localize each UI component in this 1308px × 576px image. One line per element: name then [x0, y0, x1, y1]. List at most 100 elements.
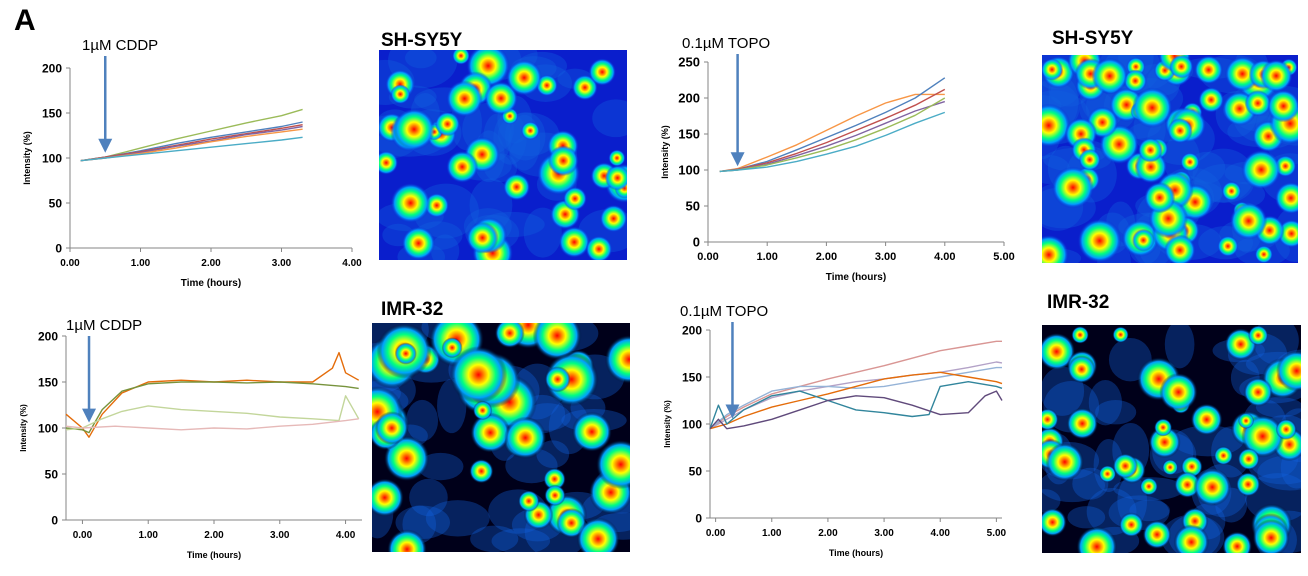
cell-blob — [1174, 471, 1201, 498]
cell-blob — [1042, 508, 1067, 537]
cell-haze — [491, 528, 551, 552]
y-tick-label: 50 — [689, 464, 703, 478]
cell-blob — [596, 439, 630, 490]
cell-blob — [472, 400, 493, 421]
series-line-3 — [709, 366, 1002, 430]
x-tick-label: 2.00 — [818, 528, 838, 539]
y-tick-label: 0 — [693, 235, 700, 250]
cell-blob — [372, 478, 404, 517]
axes: 0 50 100 150 200 0.00 1.00 2.00 3.00 4.00 5.00 — [682, 323, 1007, 539]
cell-blob — [1235, 472, 1261, 497]
cell-blob — [604, 335, 630, 384]
cell-blob — [1190, 403, 1223, 436]
cell-haze — [592, 99, 627, 138]
x-tick-label: 1.00 — [762, 528, 782, 539]
series-line-1 — [80, 108, 303, 162]
annotation-arrow-head — [725, 404, 740, 419]
cell-blob — [521, 121, 540, 140]
cell-blob — [1267, 89, 1298, 123]
cell-blob — [1042, 103, 1071, 148]
series-line-2 — [65, 381, 359, 434]
cell-blob — [1224, 56, 1260, 92]
x-tick-label: 0.00 — [60, 258, 80, 269]
series-line-1 — [719, 93, 945, 173]
cell-haze — [409, 478, 448, 517]
cell-blob — [1248, 325, 1269, 346]
axes: 0 50 100 150 200 250 0.00 1.00 2.00 3.00 4.00 5.00 — [678, 55, 1014, 263]
cell-blob — [1254, 245, 1273, 263]
cell-blob — [1244, 90, 1272, 117]
cell-blob — [1173, 524, 1210, 553]
y-tick-label: 50 — [49, 196, 63, 210]
series-line-3 — [65, 395, 360, 431]
heatmap-image-shsy5y-2 — [1042, 55, 1298, 263]
x-axis-label: Time (hours) — [181, 278, 241, 289]
annotation-label: 0.1µM TOPO — [680, 303, 768, 320]
y-tick-label: 200 — [38, 329, 58, 343]
cell-blob — [599, 204, 627, 233]
chart-topo-imr32: 0 50 100 150 200 0.00 1.00 2.00 3.00 4.00 5.00 Time… — [663, 303, 1007, 558]
y-tick-label: 150 — [38, 375, 58, 389]
series-line-4 — [65, 418, 359, 431]
y-axis-label: Intensity (%) — [22, 131, 32, 185]
cell-blob — [547, 145, 579, 177]
x-tick-label: 4.00 — [930, 528, 950, 539]
annotation-arrow-head — [730, 152, 745, 167]
cell-blob — [1139, 477, 1158, 496]
x-tick-label: 2.00 — [816, 251, 837, 263]
y-tick-label: 0 — [695, 511, 702, 525]
cell-blob — [1051, 166, 1095, 209]
y-tick-label: 200 — [682, 323, 702, 337]
y-axis-label: Intensity (%) — [663, 400, 672, 448]
x-tick-label: 3.00 — [875, 251, 896, 263]
annotation-arrow-head — [82, 408, 97, 423]
cell-haze — [1164, 325, 1195, 369]
cell-blob — [1154, 418, 1173, 437]
cell-blob — [571, 411, 612, 452]
cell-haze — [430, 234, 460, 260]
cell-blob — [1276, 350, 1301, 392]
cell-blob — [1067, 355, 1096, 384]
cell-haze — [1067, 506, 1106, 529]
cell-blob — [1144, 182, 1176, 214]
cell-blob — [544, 352, 599, 407]
x-tick-label: 0.00 — [697, 251, 718, 263]
x-tick-label: 4.00 — [336, 530, 356, 541]
cell-blob — [379, 150, 399, 175]
cell-blob — [374, 411, 409, 445]
cell-haze — [1088, 380, 1122, 426]
cell-blob — [506, 59, 543, 96]
series-line-3 — [719, 88, 946, 173]
x-tick-label: 5.00 — [993, 251, 1014, 263]
y-tick-label: 0 — [51, 513, 58, 527]
image-label-imr32-2: IMR-32 — [1047, 292, 1110, 313]
cell-haze — [536, 440, 570, 469]
y-axis-label: Intensity (%) — [19, 404, 28, 452]
cell-blob — [1078, 148, 1101, 171]
cell-blob — [466, 221, 499, 254]
chart-topo-shsy5y: 0 50 100 150 200 250 0.00 1.00 2.00 3.00 4.00 5.00 T… — [660, 35, 1015, 283]
y-tick-label: 150 — [682, 370, 702, 384]
cell-blob — [393, 108, 436, 151]
cell-haze — [1117, 475, 1148, 527]
cell-blob — [1076, 526, 1118, 553]
x-tick-label: 2.00 — [201, 258, 221, 269]
chart-cddp-shsy5y: 0 50 100 150 200 0.00 1.00 2.00 3.00 4.00 Time (ho… — [22, 37, 362, 289]
cell-blob — [532, 323, 582, 361]
y-tick-label: 200 — [678, 91, 700, 106]
series-line-4 — [719, 100, 946, 173]
y-tick-label: 50 — [45, 467, 59, 481]
y-tick-label: 150 — [678, 127, 700, 142]
cell-blob — [1077, 218, 1122, 263]
cell-blob — [1098, 465, 1117, 483]
heatmap-image-shsy5y-1 — [379, 50, 627, 260]
cell-blob — [558, 226, 590, 258]
cell-blob — [1159, 372, 1198, 412]
cell-blob — [585, 235, 613, 260]
cell-haze — [1257, 455, 1301, 491]
cell-blob — [1198, 87, 1224, 113]
cell-blob — [1167, 118, 1193, 144]
cell-blob — [1091, 57, 1128, 95]
cell-blob — [1042, 58, 1064, 81]
cell-blob — [1164, 234, 1196, 263]
